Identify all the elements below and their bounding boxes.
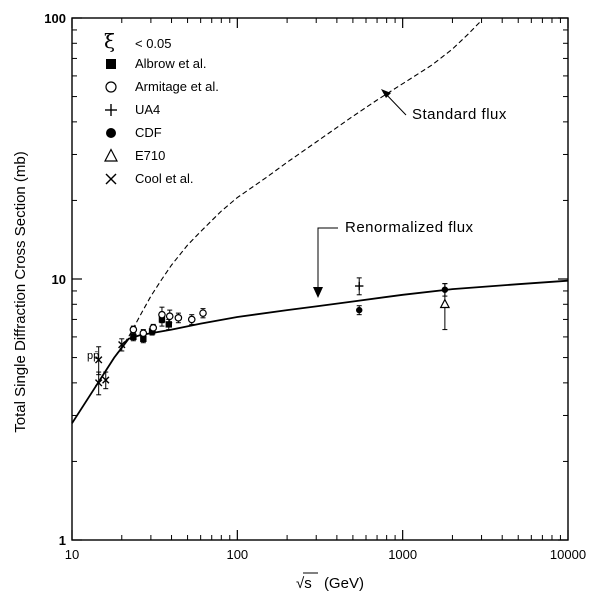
data-point [165, 312, 174, 321]
data-point [129, 325, 138, 334]
legend-label: Cool et al. [135, 171, 194, 186]
y-axis-title: Total Single Diffraction Cross Section (… [12, 151, 29, 433]
legend-label: Armitage et al. [135, 79, 219, 94]
y-tick-label: 1 [59, 533, 66, 548]
data-point [94, 356, 103, 364]
renormalized-flux-arrow-line [317, 227, 338, 292]
renormalized-flux-arrowhead [313, 287, 323, 298]
cross-b [105, 173, 117, 185]
data-point [158, 310, 166, 319]
series-armitage-et-al [129, 306, 207, 338]
legend-label: Albrow et al. [135, 56, 207, 71]
data-point [118, 341, 126, 349]
cross-b [118, 341, 126, 349]
legend-marker-open-circle [105, 81, 117, 93]
data-point [94, 379, 103, 387]
y-tick-label: 10 [52, 272, 66, 287]
x-tick-label: 10 [65, 547, 79, 562]
x-axis-title-symbol: √s [296, 575, 312, 592]
data-point [355, 281, 364, 291]
legend-label: UA4 [135, 102, 160, 117]
data-point [130, 333, 137, 341]
data-point [165, 321, 172, 328]
data-point [149, 324, 158, 332]
ticks-layer [71, 17, 569, 541]
x-tick-label: 10000 [550, 547, 586, 562]
series-ua4 [355, 277, 364, 296]
legend-marker-filled-square [106, 59, 116, 69]
cross-b [94, 379, 103, 387]
legend-marker-plus [105, 104, 117, 116]
legend-marker-filled-circle [106, 128, 116, 138]
series-cool-et-al [94, 338, 126, 396]
x-tick-label: 100 [226, 547, 248, 562]
data-point [140, 335, 147, 343]
points-layer [94, 277, 451, 396]
series-e710 [439, 283, 451, 331]
annotation-renormalized-flux: Renormalized flux [313, 219, 474, 298]
annotation-standard-flux: Standard flux [381, 89, 507, 123]
annotation-ppbar-label: pp̄ [87, 350, 99, 362]
data-point [356, 306, 363, 314]
legend-xi-cut: < 0.05 [135, 36, 172, 51]
cross-b [102, 376, 110, 384]
x-tick-label: 1000 [388, 547, 417, 562]
standard-flux-arrowhead [381, 89, 391, 98]
data-point [174, 314, 183, 322]
data-point [102, 376, 110, 384]
legend-marker-open-triangle [104, 148, 118, 162]
data-point [199, 309, 207, 317]
legend-xi-symbol: ξ [104, 29, 115, 53]
annotation-standard-flux-label: Standard flux [412, 106, 507, 123]
data-point [187, 315, 196, 324]
legend-label: CDF [135, 125, 162, 140]
x-axis-title-unit: (GeV) [324, 575, 364, 592]
legend-marker-cross [105, 173, 117, 185]
legend-label: E710 [135, 148, 165, 163]
annotation-renormalized-flux-label: Renormalized flux [345, 219, 474, 236]
svg-text:√s (GeV): √s (GeV) [296, 575, 364, 592]
data-point [439, 298, 451, 309]
x-axis-title: √s (GeV) [296, 572, 364, 592]
cross-b [94, 356, 103, 364]
y-tick-label: 100 [44, 11, 66, 26]
legend: ξ < 0.05 Albrow et al. Armitage et al. UA4… [104, 29, 219, 186]
data-point [139, 329, 148, 337]
